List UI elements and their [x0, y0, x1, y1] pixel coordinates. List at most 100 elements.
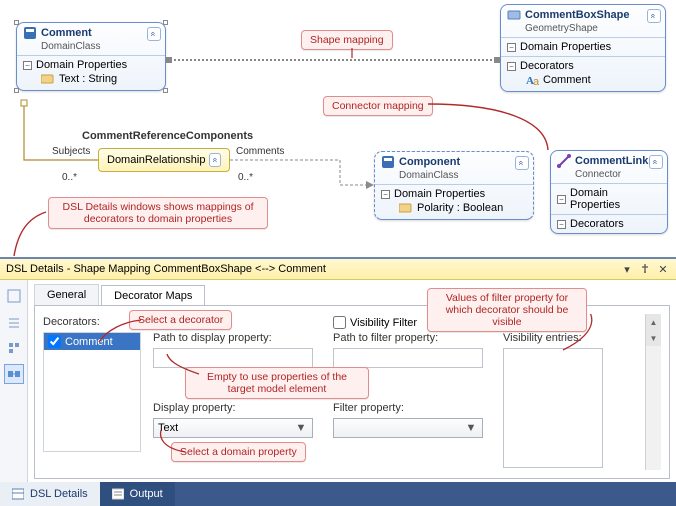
diagram-canvas: Comment DomainClass −Domain Properties T… [0, 0, 676, 256]
chevron-down-icon: ▼ [464, 422, 478, 434]
filter-prop-label: Filter property: [333, 402, 404, 414]
collapse-icon[interactable]: − [23, 61, 32, 70]
decorator-maps-body: Decorators: Comment Path to display prop… [34, 305, 670, 479]
close-icon[interactable]: ✕ [656, 262, 670, 276]
path-display-label: Path to display property: [153, 332, 272, 344]
section-label: Domain Properties [570, 187, 661, 211]
filter-prop-dropdown[interactable]: ▼ [333, 418, 483, 438]
class-icon [381, 155, 395, 169]
dsl-details-title: DSL Details - Shape Mapping CommentBoxSh… [6, 263, 616, 275]
node-subtitle: GeometryShape [501, 23, 665, 37]
display-prop-value: Text [158, 422, 178, 434]
visibility-filter-check[interactable]: Visibility Filter [333, 316, 417, 329]
node-commentlink[interactable]: CommentLink Connector −Domain Properties… [550, 150, 668, 234]
node-subtitle: DomainClass [375, 170, 533, 184]
scroll-up-icon[interactable]: ▲ [646, 314, 661, 330]
callout-select-decorator: Select a decorator [129, 310, 232, 330]
vtab-2[interactable] [4, 312, 24, 332]
collapse-icon[interactable]: − [557, 195, 566, 204]
collapse-icon[interactable]: − [381, 190, 390, 199]
dsl-details-pane: DSL Details - Shape Mapping CommentBoxSh… [0, 257, 676, 482]
expand-icon[interactable] [147, 27, 161, 41]
pin-icon[interactable] [638, 262, 652, 276]
details-vertical-toolbar [0, 280, 28, 485]
vtab-3[interactable] [4, 338, 24, 358]
node-subtitle: Connector [551, 169, 667, 183]
decorators-list[interactable]: Comment [43, 332, 141, 452]
section-label: Domain Properties [394, 188, 485, 200]
node-component[interactable]: Component DomainClass −Domain Properties… [374, 151, 534, 220]
callout-select-domain-prop: Select a domain property [171, 442, 306, 462]
svg-text:a: a [533, 76, 539, 86]
status-tab-label: Output [130, 488, 163, 500]
role-left-label: Subjects [52, 146, 90, 157]
visibility-filter-label: Visibility Filter [350, 317, 417, 329]
output-icon [112, 488, 124, 500]
shape-icon [507, 8, 521, 22]
decorator-item-label: Comment [65, 336, 113, 348]
visibility-entries-label: Visibility entries: [503, 332, 582, 344]
role-left-mult: 0..* [62, 172, 77, 183]
status-tab-output[interactable]: Output [100, 482, 175, 506]
connector-icon [557, 154, 571, 168]
property-icon [41, 73, 55, 85]
role-right-mult: 0..* [238, 172, 253, 183]
decorators-label: Decorators: [43, 316, 100, 328]
callout-dsl-details: DSL Details windows shows mappings of de… [48, 197, 268, 229]
section-label: Domain Properties [36, 59, 127, 71]
details-panel: General Decorator Maps Decorators: Comme… [28, 280, 676, 485]
callout-shape-mapping: Shape mapping [301, 30, 393, 50]
node-subtitle: DomainClass [17, 41, 165, 55]
vtab-1[interactable] [4, 286, 24, 306]
node-title: CommentBoxShape [525, 9, 659, 21]
chevron-down-icon: ▼ [294, 422, 308, 434]
callout-empty-note: Empty to use properties of the target mo… [185, 367, 369, 399]
collapse-icon[interactable]: − [557, 220, 566, 229]
expand-icon[interactable] [209, 153, 221, 167]
property-label: Text : String [59, 73, 117, 85]
visibility-entries-list[interactable] [503, 348, 603, 468]
expand-icon[interactable] [515, 156, 529, 170]
display-prop-dropdown[interactable]: Text ▼ [153, 418, 313, 438]
properties-icon [12, 488, 24, 500]
panel-scrollbar[interactable]: ▲ ▼ [645, 314, 661, 470]
decorator-item-comment[interactable]: Comment [44, 333, 140, 350]
display-prop-label: Display property: [153, 402, 236, 414]
vtab-4-selected[interactable] [4, 364, 24, 384]
relationship-heading: CommentReferenceComponents [82, 130, 253, 142]
collapse-icon[interactable]: − [507, 62, 516, 71]
path-filter-input[interactable] [333, 348, 483, 368]
node-title: Comment [41, 27, 159, 39]
tab-decorator-maps[interactable]: Decorator Maps [101, 285, 205, 306]
status-tab-label: DSL Details [30, 488, 88, 500]
callout-connector-mapping: Connector mapping [323, 96, 433, 116]
property-icon [399, 202, 413, 214]
tab-general[interactable]: General [34, 284, 99, 305]
node-comment[interactable]: Comment DomainClass −Domain Properties T… [16, 22, 166, 91]
status-bar: DSL Details Output [0, 482, 676, 506]
node-commentboxshape[interactable]: CommentBoxShape GeometryShape −Domain Pr… [500, 4, 666, 92]
collapse-icon[interactable]: − [507, 43, 516, 52]
node-domain-relationship[interactable]: DomainRelationship [98, 148, 230, 172]
decorator-checkbox[interactable] [48, 335, 61, 348]
callout-visibility-note: Values of filter property for which deco… [427, 288, 587, 332]
section-label: Decorators [520, 60, 574, 72]
decorator-label: Comment [543, 74, 591, 86]
status-tab-dsl-details[interactable]: DSL Details [0, 482, 100, 506]
decorator-a-icon: Aa [525, 74, 539, 86]
expand-icon[interactable] [649, 155, 663, 169]
dropdown-icon[interactable]: ▾ [620, 262, 634, 276]
path-filter-label: Path to filter property: [333, 332, 438, 344]
scroll-down-icon[interactable]: ▼ [646, 330, 661, 346]
role-right-label: Comments [236, 146, 284, 157]
node-title: Component [399, 156, 527, 168]
dsl-details-titlebar[interactable]: DSL Details - Shape Mapping CommentBoxSh… [0, 259, 676, 280]
expand-icon[interactable] [647, 9, 661, 23]
section-label: Domain Properties [520, 41, 611, 53]
section-label: Decorators [570, 218, 624, 230]
property-label: Polarity : Boolean [417, 202, 503, 214]
class-icon [23, 26, 37, 40]
visibility-filter-checkbox[interactable] [333, 316, 346, 329]
path-display-input[interactable] [153, 348, 313, 368]
relationship-label: DomainRelationship [107, 154, 205, 166]
